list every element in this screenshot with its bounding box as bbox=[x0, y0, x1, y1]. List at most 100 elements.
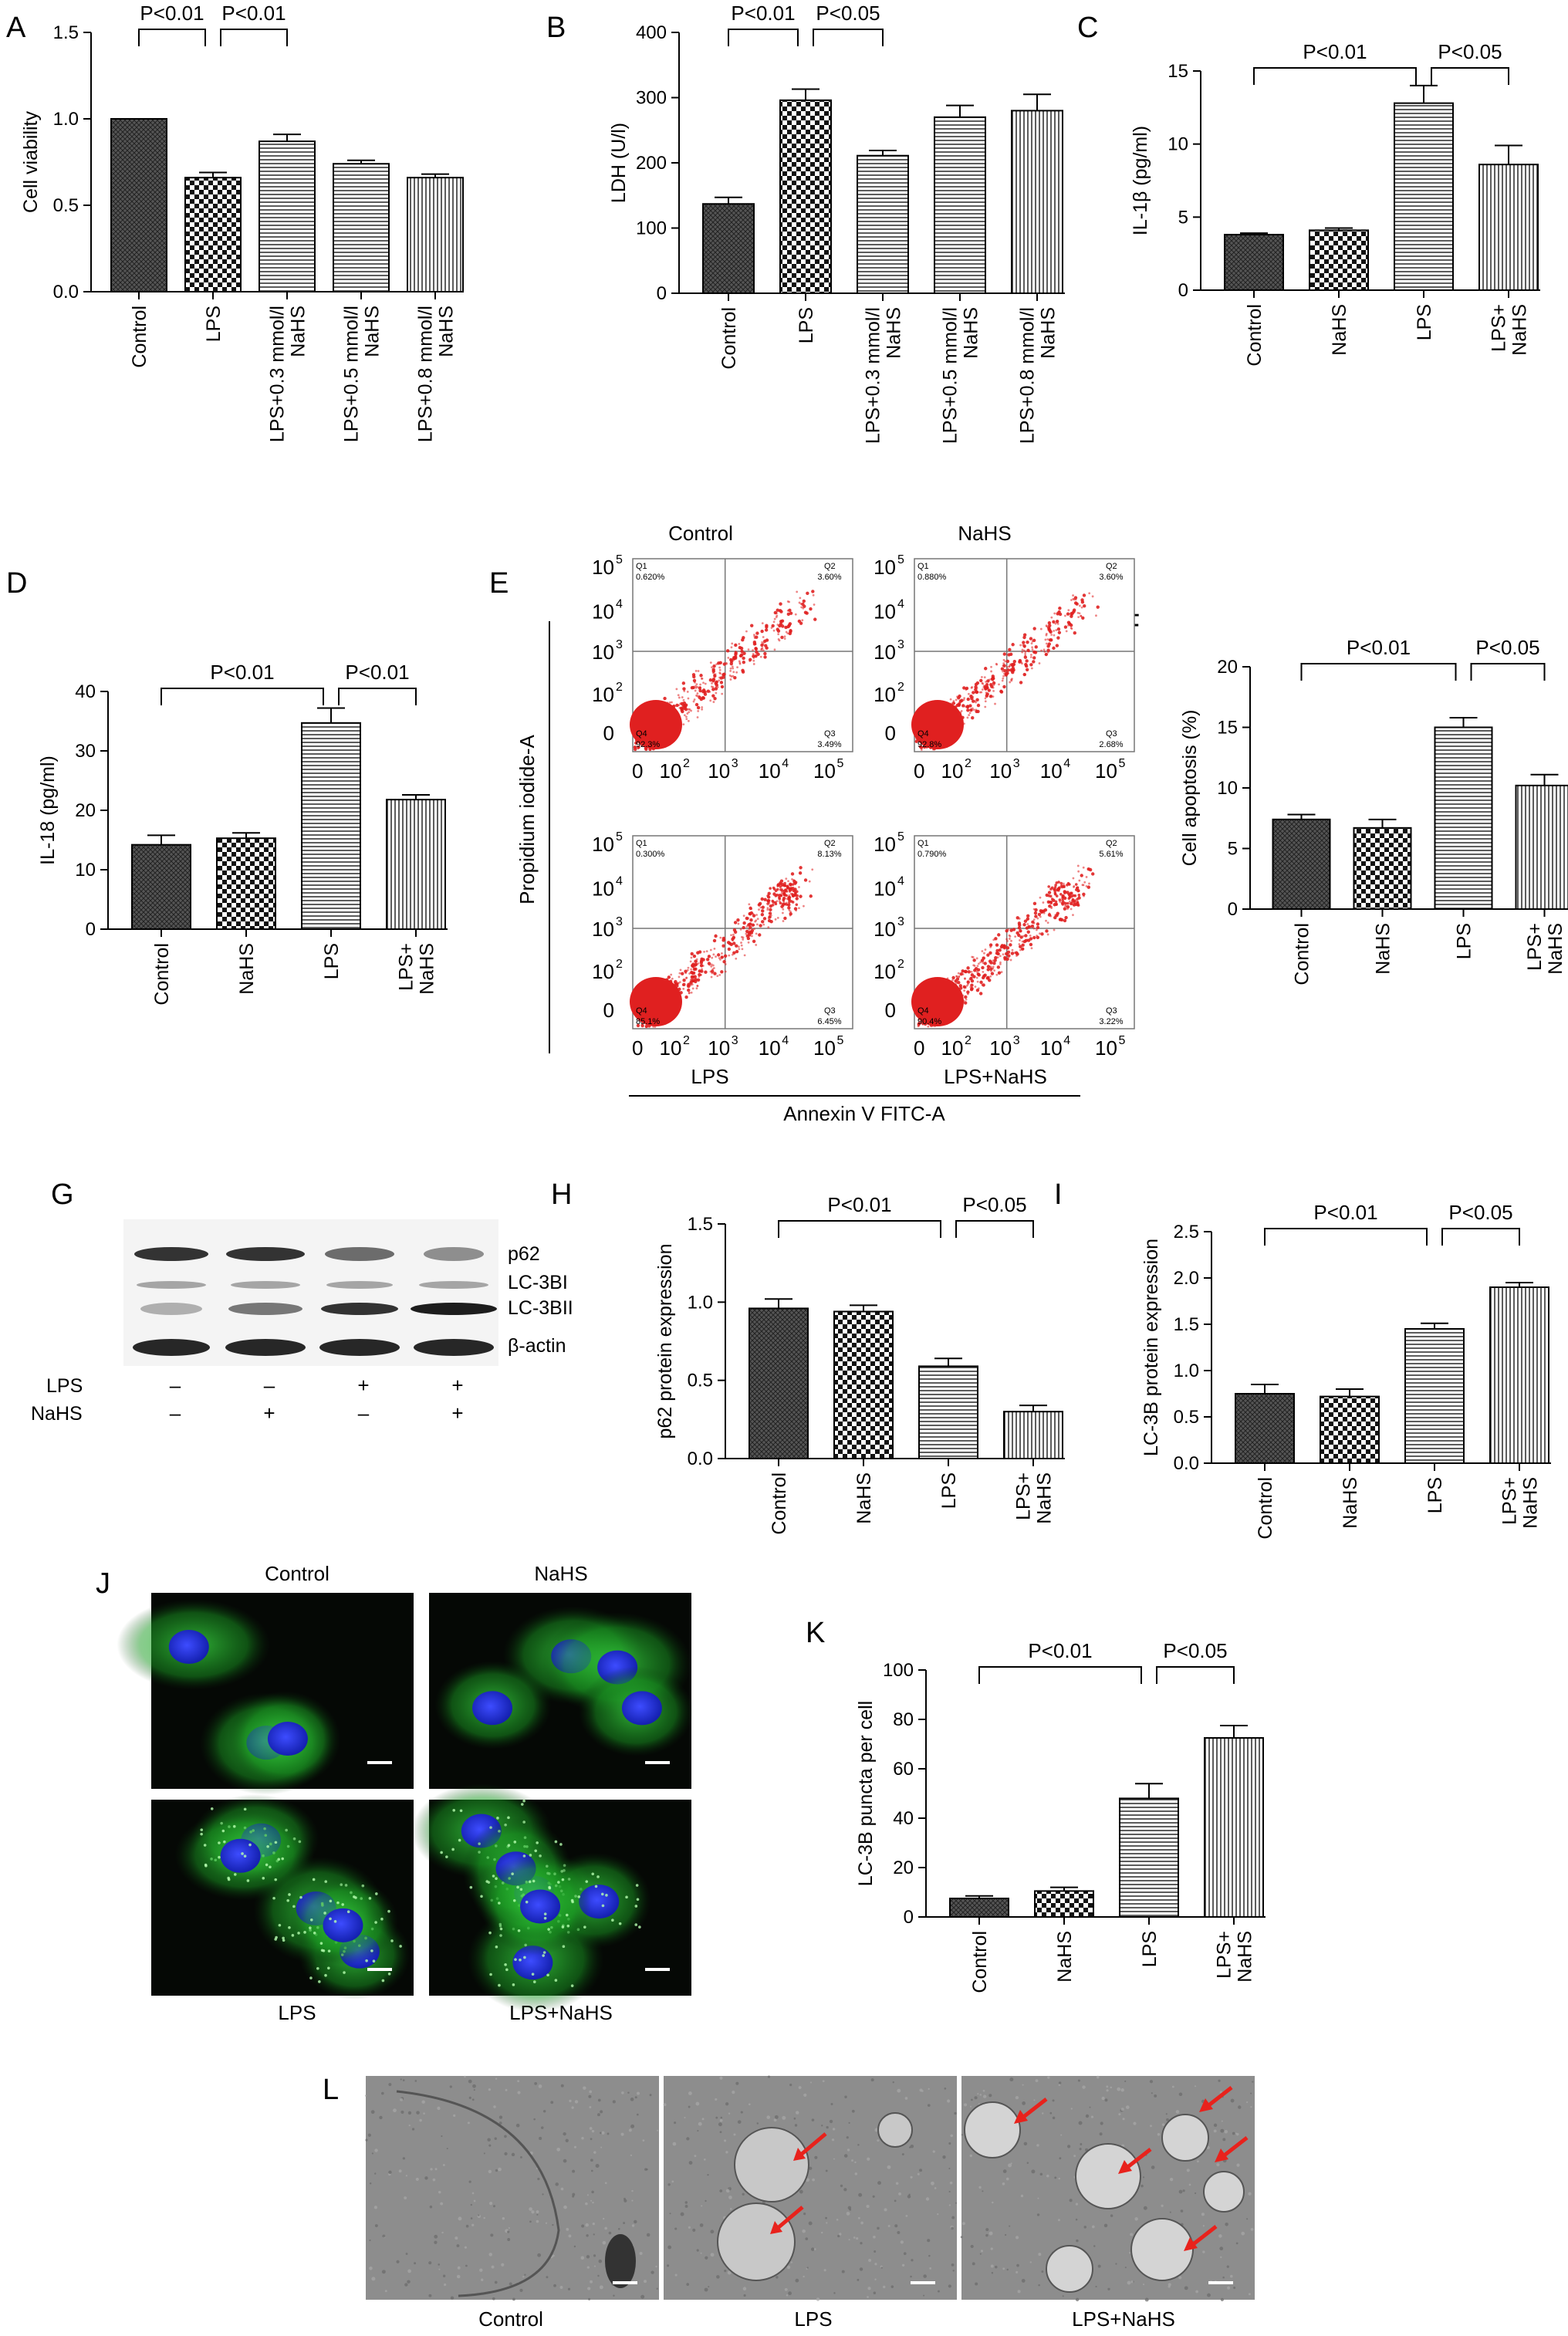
flow-plot-4-q3-value: 3.22% bbox=[1099, 1017, 1123, 1026]
tem-tile-1-texture bbox=[565, 2138, 569, 2142]
tem-tile-1-texture bbox=[446, 2148, 448, 2150]
flow-plot-2-core-population bbox=[911, 700, 964, 749]
tem-tile-2-texture bbox=[700, 2252, 702, 2254]
tem-tile-1-texture bbox=[505, 2088, 508, 2091]
tem-tile-1-texture bbox=[589, 2090, 593, 2094]
tem-tile-1-texture bbox=[591, 2190, 594, 2194]
flow-plot-3-event-dot bbox=[791, 887, 795, 890]
tem-tile-1-texture bbox=[592, 2222, 596, 2226]
tem-tile-2-texture bbox=[692, 2228, 696, 2232]
tem-tile-1-texture bbox=[631, 2189, 634, 2192]
chart-b-bar bbox=[934, 116, 986, 294]
tem-tile-3-texture bbox=[1175, 2110, 1180, 2114]
tem-tile-1-texture bbox=[627, 2091, 630, 2094]
tem-tile-3-texture bbox=[1130, 2233, 1134, 2236]
flow-plot-1-event-dot bbox=[711, 666, 713, 669]
tem-tile-1-texture bbox=[537, 2177, 540, 2181]
flow-plot-1-event-dot bbox=[681, 696, 684, 698]
tem-tile-3-texture bbox=[1202, 2250, 1205, 2253]
tem-tile-2-texture bbox=[718, 2122, 722, 2127]
tem-tile-1-texture bbox=[602, 2217, 605, 2220]
fluor-bottom-lps: LPS bbox=[278, 2001, 316, 2024]
tem-tile-3-texture bbox=[977, 2093, 979, 2095]
flow-plot-4-event-dot bbox=[1010, 939, 1012, 942]
chart-f-y-tick-label: 10 bbox=[1217, 778, 1238, 799]
flow-plot-2-event-dot bbox=[951, 701, 956, 705]
flow-plot-4-event-dot bbox=[965, 985, 968, 987]
flow-cytometry-panel: Control NaHS LPS LPS+NaHS Annexin V FITC… bbox=[515, 522, 1135, 1125]
tem-tile-1-texture bbox=[587, 2287, 591, 2290]
flow-plot-4-event-dot bbox=[968, 978, 972, 981]
fluor-tile-3-puncta bbox=[324, 1973, 327, 1977]
flow-plot-2-event-dot bbox=[1050, 634, 1053, 636]
flow-plot-2-event-dot bbox=[974, 682, 978, 687]
flow-plot-3-event-dot bbox=[789, 887, 792, 891]
chart-a-x-label-group: LPS+0.5 mmol/l NaHS bbox=[341, 306, 384, 442]
tem-tile-1-texture bbox=[388, 2170, 392, 2175]
fluor-title-control: Control bbox=[265, 1562, 329, 1585]
tem-tile-1-texture bbox=[438, 2268, 441, 2270]
tem-tile-1-texture bbox=[491, 2265, 495, 2269]
flow-plot-3-event-dot bbox=[696, 978, 701, 982]
fluor-tile-3-puncta bbox=[375, 1892, 378, 1895]
tem-tile-3-texture bbox=[1070, 2108, 1073, 2110]
tem-tile-3-texture bbox=[1049, 2111, 1053, 2115]
chart-a-y-tick-label: 1.0 bbox=[53, 109, 79, 130]
fluor-tile-3-puncta bbox=[318, 1980, 321, 1983]
flow-plot-2-event-dot bbox=[1056, 620, 1059, 624]
flow-plot-4-event-dot bbox=[1072, 914, 1074, 917]
chart-i-bar bbox=[1320, 1395, 1380, 1464]
flow-plot-2-event-dot bbox=[1072, 597, 1075, 600]
flow-plot-2-y-tick-label: 10 bbox=[874, 683, 896, 706]
flow-title-nahs: NaHS bbox=[958, 522, 1011, 545]
tem-tile-2-texture bbox=[705, 2256, 708, 2260]
flow-plot-3-event-dot bbox=[745, 932, 748, 935]
chart-b-x-tick-label: LPS+0.3 mmol/l bbox=[863, 307, 884, 444]
tem-tile-3-texture bbox=[1157, 2132, 1161, 2136]
tem-tile-2-texture bbox=[737, 2120, 742, 2124]
tem-tile-2-texture bbox=[901, 2153, 904, 2156]
tem-tile-2-texture bbox=[952, 2270, 955, 2272]
tem-tile-2-texture bbox=[890, 2285, 894, 2288]
chart-k-x-tick-label: LPS bbox=[1139, 1931, 1161, 1967]
flow-plot-3-event-dot bbox=[779, 894, 783, 898]
tem-tile-1-texture bbox=[473, 2089, 475, 2091]
tem-tile-2-texture bbox=[877, 2226, 880, 2230]
fluor-tile-4-puncta bbox=[440, 1851, 443, 1854]
tem-tile-3-texture bbox=[1180, 2209, 1184, 2213]
tem-tile-2-texture bbox=[927, 2104, 931, 2108]
tem-tile-1-texture bbox=[367, 2133, 371, 2137]
tem-tile-3-autophagosome bbox=[964, 2101, 1021, 2159]
tem-tile-1-texture bbox=[371, 2152, 373, 2155]
flow-plot-4-event-dot bbox=[1076, 904, 1080, 907]
tem-tile-1-texture bbox=[414, 2080, 417, 2082]
flow-plot-1-event-dot bbox=[763, 651, 767, 656]
tem-tile-1-texture bbox=[404, 2283, 408, 2287]
flow-plot-2-event-dot bbox=[958, 694, 961, 698]
flow-plot-2-event-dot bbox=[998, 683, 1000, 686]
flow-plot-2-y-tick-exponent: 3 bbox=[897, 638, 904, 651]
tem-tile-2-texture bbox=[793, 2117, 796, 2120]
flow-plot-4-q2-value: 5.61% bbox=[1099, 850, 1123, 859]
tem-tile-2-texture bbox=[942, 2155, 946, 2159]
tem-tile-3-texture bbox=[1035, 2079, 1039, 2083]
tem-tile-1-texture bbox=[590, 2169, 593, 2172]
tem-tile-1-texture bbox=[524, 2273, 526, 2276]
flow-plot-2-event-dot bbox=[1019, 681, 1023, 685]
tem-tile-3-texture bbox=[1060, 2134, 1063, 2136]
flow-plot-4-event-dot bbox=[1045, 919, 1047, 922]
flow-plot-4-event-dot bbox=[1072, 877, 1075, 880]
flow-plot-4-event-dot bbox=[1053, 928, 1056, 931]
flow-plot-4-event-dot bbox=[1026, 914, 1030, 918]
flow-plot-1-event-dot bbox=[712, 664, 716, 668]
flow-plot-3-event-dot bbox=[701, 965, 705, 967]
flow-plot-2-event-dot bbox=[992, 686, 995, 689]
tem-tile-1-texture bbox=[494, 2137, 497, 2140]
flow-plot-2-event-dot bbox=[1011, 643, 1015, 647]
tem-tile-2-texture bbox=[911, 2259, 914, 2262]
fluor-tile-3-puncta bbox=[303, 1931, 306, 1934]
flow-plot-1-event-dot bbox=[694, 702, 699, 707]
flow-plot-1-event-dot bbox=[692, 700, 695, 703]
flow-plot-3-event-dot bbox=[699, 973, 702, 976]
